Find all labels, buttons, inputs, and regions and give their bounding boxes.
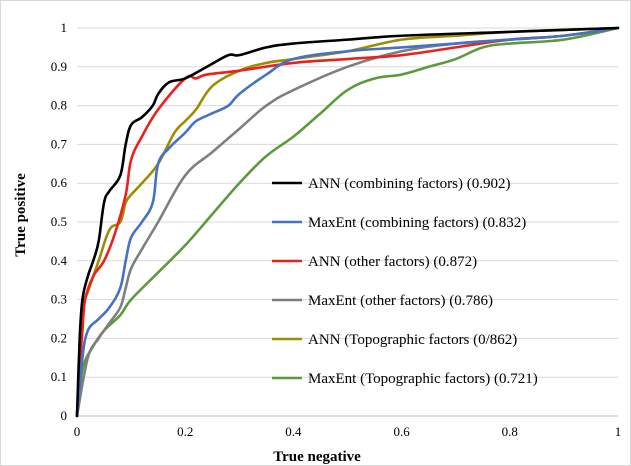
series-line [75,26,620,418]
legend-label: MaxEnt (other factors) (0.786) [308,293,493,309]
legend-label: ANN (other factors) (0.872) [308,254,477,270]
legend: ANN (combining factors) (0.902) MaxEnt (c… [272,176,538,387]
legend-label: ANN (Topographic factors (0/862) [308,332,517,348]
x-tick-label: 0 [74,424,81,439]
y-tick-label: 0.2 [51,330,67,345]
x-tick-label: 0.8 [502,424,518,439]
y-tick-label: 0.9 [51,59,67,74]
y-axis-title: True positive [13,173,29,257]
y-tick-label: 0.8 [51,98,67,113]
series-line [75,26,620,418]
y-tick-label: 0.6 [51,175,68,190]
series-lines [75,26,620,418]
x-tick-label: 0.4 [285,424,302,439]
series-line [75,26,620,418]
y-tick-label: 0 [61,408,68,423]
series-line [75,26,620,418]
y-tick-label: 0.1 [51,369,67,384]
y-tick-labels: 0 0.1 0.2 0.3 0.4 0.5 0.6 0.7 0.8 0.9 1 [51,20,68,423]
y-tick-label: 1 [61,20,68,35]
legend-label: ANN (combining factors) (0.902) [308,176,510,192]
x-tick-label: 0.6 [393,424,410,439]
series-line [75,26,620,418]
y-tick-label: 0.4 [51,253,68,268]
x-tick-label: 1 [615,424,622,439]
x-tick-labels: 0 0.2 0.4 0.6 0.8 1 [74,424,622,439]
legend-label: MaxEnt (Topographic factors) (0.721) [308,371,538,387]
y-tick-label: 0.3 [51,292,67,307]
x-axis-title: True negative [273,449,361,465]
y-tick-label: 0.7 [51,136,68,151]
y-tick-label: 0.5 [51,214,67,229]
x-tick-label: 0.2 [177,424,193,439]
legend-label: MaxEnt (combining factors) (0.832) [308,215,526,231]
